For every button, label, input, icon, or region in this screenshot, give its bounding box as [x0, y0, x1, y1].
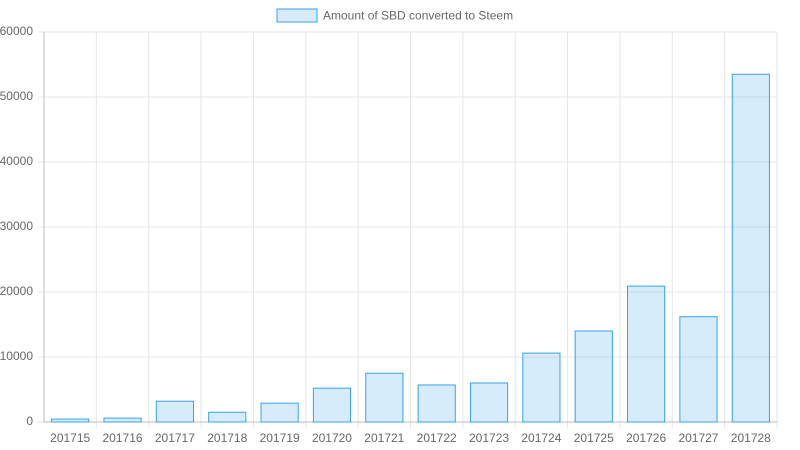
- x-tick-label: 201721: [364, 431, 404, 445]
- bar: [469, 382, 509, 423]
- x-tick-label: 201722: [417, 431, 457, 445]
- y-tick-label: 50000: [0, 89, 33, 103]
- y-tick-label: 40000: [0, 154, 33, 168]
- bar: [522, 352, 561, 423]
- bar: [208, 411, 247, 423]
- x-tick-label: 201723: [469, 431, 509, 445]
- y-tick-label: 60000: [0, 24, 33, 38]
- bar: [627, 285, 666, 423]
- bar: [51, 418, 90, 423]
- y-tick-label: 30000: [0, 219, 33, 233]
- x-tick-label: 201718: [207, 431, 247, 445]
- legend-label[interactable]: Amount of SBD converted to Steem: [323, 9, 513, 23]
- bar: [731, 73, 770, 423]
- x-tick-label: 201724: [521, 431, 561, 445]
- bar: [679, 316, 718, 423]
- bar: [574, 330, 613, 423]
- bar: [312, 387, 352, 423]
- bar: [103, 417, 142, 423]
- x-tick-label: 201727: [678, 431, 718, 445]
- x-tick-label: 201728: [731, 431, 771, 445]
- x-tick-label: 201715: [50, 431, 90, 445]
- x-tick-label: 201726: [626, 431, 666, 445]
- bar: [155, 400, 194, 423]
- bar: [365, 372, 404, 423]
- bar: [260, 402, 299, 423]
- legend-swatch[interactable]: [276, 8, 318, 23]
- y-tick-label: 0: [26, 414, 33, 428]
- x-tick-label: 201720: [312, 431, 352, 445]
- x-tick-label: 201717: [155, 431, 195, 445]
- x-tick-label: 201716: [103, 431, 143, 445]
- bar: [417, 384, 456, 423]
- x-tick-label: 201725: [574, 431, 614, 445]
- x-tick-label: 201719: [260, 431, 300, 445]
- y-tick-label: 20000: [0, 284, 33, 298]
- y-tick-label: 10000: [0, 349, 33, 363]
